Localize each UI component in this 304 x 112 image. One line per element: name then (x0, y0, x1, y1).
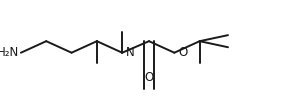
Text: O: O (178, 46, 187, 59)
Text: O: O (144, 71, 154, 84)
Text: N: N (126, 46, 135, 59)
Text: H₂N: H₂N (0, 46, 19, 59)
